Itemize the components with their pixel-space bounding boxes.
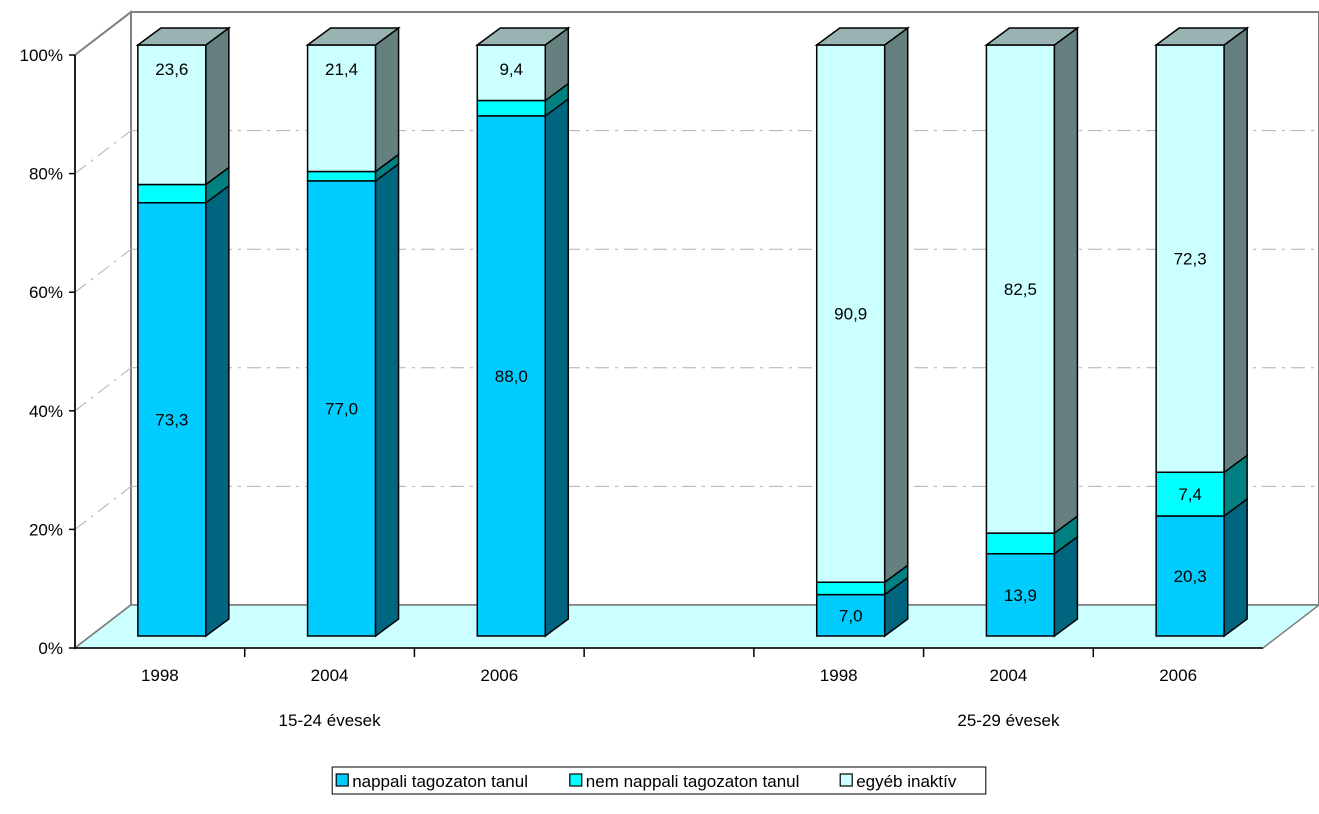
- bar-segment-side: [205, 184, 230, 638]
- bar-segment-side: [374, 26, 400, 173]
- bar-top: [475, 27, 571, 46]
- legend-swatch: [569, 773, 583, 787]
- bar-segment-side: [205, 26, 230, 186]
- data-label: 82,5: [1004, 280, 1037, 299]
- bar-segment-front: [815, 581, 886, 596]
- chart-floor: [72, 604, 1319, 649]
- gridline-side: [74, 248, 132, 293]
- category-label: 1998: [820, 666, 858, 685]
- data-label: 7,4: [1178, 485, 1202, 504]
- bar-segment-front: [137, 183, 207, 204]
- data-label: 20,3: [1174, 567, 1207, 586]
- bar-segment-side: [1223, 497, 1248, 638]
- data-label: 77,0: [325, 399, 358, 418]
- bar-top: [814, 27, 910, 46]
- legend-swatch: [839, 773, 853, 787]
- y-tick-label: 20%: [29, 520, 63, 539]
- y-tick-label: 80%: [29, 165, 63, 184]
- legend: nappali tagozaton tanul nem nappali tagoz…: [331, 766, 987, 795]
- category-label: 1998: [141, 666, 179, 685]
- legend-box: [331, 766, 987, 795]
- data-label: 73,3: [155, 410, 188, 429]
- y-tick-label: 40%: [29, 402, 63, 421]
- gridline-side: [74, 486, 132, 530]
- bar-segment-front: [306, 170, 377, 182]
- bar-top: [1153, 27, 1250, 46]
- bar-segment-front: [476, 99, 547, 117]
- bar-segment-front: [985, 532, 1056, 555]
- gridline-side: [74, 130, 132, 174]
- data-label: 21,4: [325, 60, 358, 79]
- legend-label: nappali tagozaton tanul: [352, 772, 528, 791]
- bar-top: [984, 27, 1080, 46]
- category-label: 2006: [1159, 666, 1197, 685]
- bar-segment-side: [544, 97, 570, 638]
- group-label: 15-24 évesek: [279, 711, 382, 730]
- data-label: 23,6: [155, 60, 188, 79]
- legend-swatch: [335, 773, 349, 787]
- legend-label: nem nappali tagozaton tanul: [586, 772, 800, 791]
- bar-segment-side: [1223, 26, 1248, 474]
- category-label: 2004: [990, 666, 1028, 685]
- bar-top: [135, 27, 232, 46]
- data-label: 72,3: [1174, 250, 1207, 269]
- bar-segment-side: [1053, 26, 1079, 535]
- bar-segment-side: [374, 162, 400, 638]
- y-tick-label: 100%: [20, 46, 63, 65]
- y-tick-label: 60%: [29, 283, 63, 302]
- bar-top: [305, 27, 401, 46]
- data-label: 90,9: [834, 305, 867, 324]
- left-wall: [74, 9, 132, 651]
- gridline-side: [74, 367, 132, 412]
- legend-label: egyéb inaktív: [856, 772, 957, 791]
- y-tick-label: 0%: [38, 639, 63, 658]
- category-label: 2004: [311, 666, 349, 685]
- category-label: 2006: [480, 666, 518, 685]
- data-label: 7,0: [839, 606, 863, 625]
- data-label: 9,4: [499, 60, 523, 79]
- data-label: 88,0: [495, 367, 528, 386]
- bar-segment-side: [883, 26, 909, 584]
- group-label: 25-29 évesek: [957, 711, 1060, 730]
- data-label: 13,9: [1004, 586, 1037, 605]
